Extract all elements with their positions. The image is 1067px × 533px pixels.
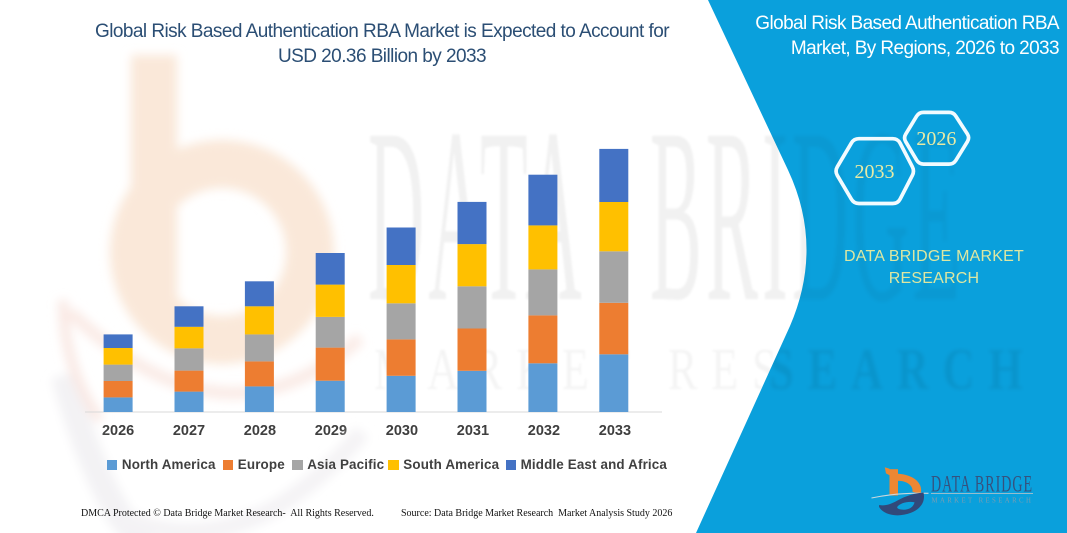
svg-text:2026: 2026: [916, 128, 956, 150]
svg-text:2033: 2033: [855, 161, 895, 183]
svg-text:MARKET RESEARCH: MARKET RESEARCH: [932, 497, 1034, 504]
